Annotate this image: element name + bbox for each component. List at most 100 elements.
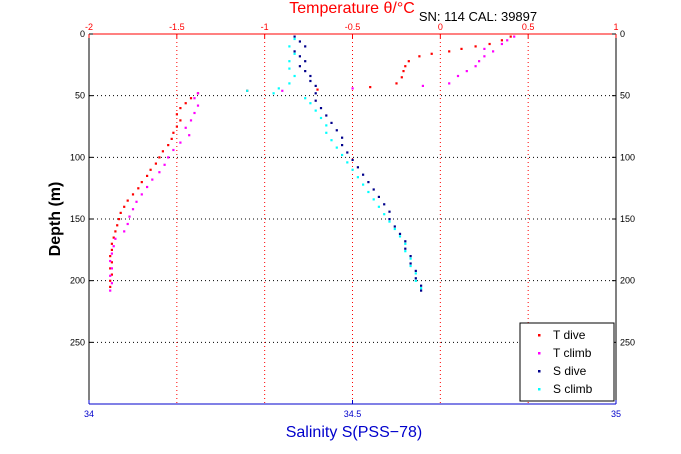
data-point: [395, 82, 398, 85]
data-point: [112, 236, 115, 239]
data-point: [362, 173, 365, 176]
data-point: [414, 277, 417, 280]
data-point: [293, 50, 296, 53]
data-point: [372, 198, 375, 201]
series-s-climb: [246, 37, 423, 290]
data-point: [506, 39, 509, 42]
data-point: [151, 178, 154, 181]
data-point: [351, 87, 354, 90]
data-point: [128, 215, 131, 218]
data-point: [109, 267, 112, 270]
data-point: [149, 168, 152, 171]
data-point: [500, 42, 503, 46]
data-point: [483, 47, 486, 50]
data-point: [119, 211, 122, 214]
data-point: [304, 70, 307, 73]
data-point: [110, 248, 113, 251]
data-point: [172, 148, 175, 152]
depth-tick-label-left: 200: [70, 276, 85, 286]
data-point: [383, 203, 386, 206]
data-point: [309, 74, 312, 78]
data-point: [404, 65, 407, 68]
salinity-tick-label: 34.5: [344, 409, 362, 419]
data-point: [456, 74, 460, 78]
legend-marker: [538, 370, 541, 373]
depth-tick-label-left: 0: [80, 29, 85, 39]
series-t-climb: [109, 35, 516, 292]
data-point: [298, 65, 301, 68]
data-point: [158, 156, 161, 159]
data-point: [114, 230, 117, 233]
data-point: [330, 139, 333, 142]
depth-tick-label-right: 200: [620, 276, 635, 286]
data-point: [167, 156, 170, 159]
data-point: [189, 119, 193, 122]
data-point: [404, 242, 407, 245]
depth-tick-label-right: 0: [620, 29, 625, 39]
legend-marker: [538, 334, 541, 337]
data-point: [123, 205, 126, 208]
depth-tick-label-left: 150: [70, 214, 85, 224]
data-point: [314, 99, 317, 102]
y-axis-label: Depth (m): [47, 182, 64, 257]
legend: T dive T climb S dive S climb: [519, 322, 615, 402]
data-point: [293, 74, 296, 78]
data-point: [161, 150, 164, 153]
data-point: [314, 109, 317, 112]
data-point: [137, 187, 140, 190]
data-point: [131, 208, 135, 211]
data-point: [356, 176, 359, 179]
data-point: [483, 55, 486, 58]
series-points: [109, 35, 516, 292]
data-point: [126, 222, 129, 226]
data-point: [288, 60, 291, 63]
data-point: [409, 255, 412, 258]
data-point: [281, 89, 284, 92]
data-point: [109, 259, 112, 263]
series-t-dive: [109, 35, 512, 288]
x-axis-label: Salinity S(PSS−78): [286, 424, 423, 441]
salinity-tick-label: 34: [84, 409, 94, 419]
data-point: [513, 35, 516, 38]
data-point: [170, 137, 173, 140]
data-point: [377, 195, 380, 198]
data-point: [184, 102, 187, 105]
data-point: [126, 199, 129, 202]
data-point: [393, 225, 396, 228]
data-point: [420, 289, 423, 292]
data-point: [146, 185, 149, 189]
data-point: [114, 237, 117, 240]
data-point: [409, 257, 412, 260]
data-point: [488, 42, 491, 46]
data-point: [272, 92, 275, 95]
temperature-tick-label: -1: [261, 22, 269, 32]
data-point: [393, 227, 396, 231]
depth-tick-label-left: 50: [75, 91, 85, 101]
data-point: [356, 166, 359, 169]
data-point: [409, 264, 412, 268]
data-point: [154, 162, 157, 165]
data-point: [158, 171, 161, 174]
data-point: [175, 125, 178, 128]
data-point: [246, 89, 249, 92]
data-point: [298, 40, 301, 43]
data-point: [109, 274, 112, 277]
temperature-tick-label: 1: [613, 22, 618, 32]
data-point: [478, 60, 481, 63]
data-point: [465, 70, 468, 73]
temperature-tick-label: 0: [438, 22, 443, 32]
data-point: [172, 131, 175, 134]
data-point: [293, 35, 296, 38]
data-point: [341, 136, 344, 139]
data-point: [146, 174, 149, 177]
data-point: [388, 218, 391, 221]
data-point: [335, 129, 338, 132]
data-point: [179, 141, 182, 144]
data-point: [116, 224, 119, 227]
data-point: [109, 255, 112, 258]
data-point: [288, 82, 291, 85]
legend-box: [519, 322, 615, 402]
data-point: [377, 205, 380, 208]
data-point: [341, 153, 344, 157]
